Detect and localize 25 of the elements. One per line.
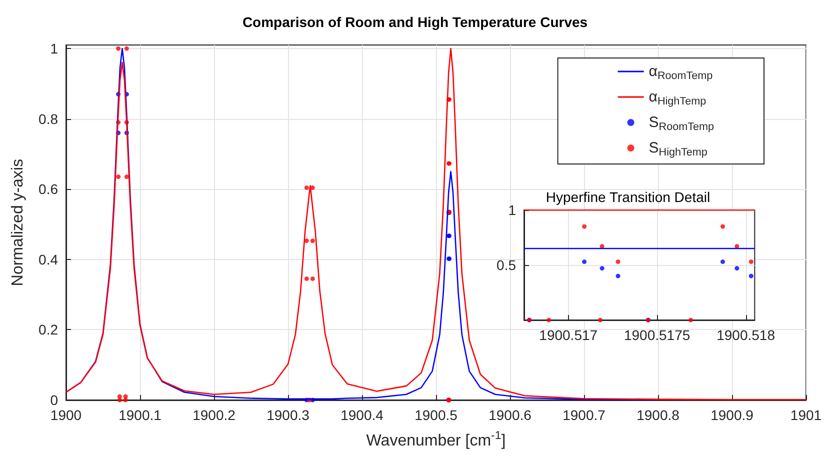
x-tick-label: 1900 (50, 407, 82, 423)
x-tick-label: 1901 (790, 407, 822, 423)
chart-title: Comparison of Room and High Temperature Curves (242, 14, 588, 30)
x-tick-label: 1900.7 (562, 407, 606, 423)
x-tick-label: 1900.518 (716, 327, 776, 343)
x-tick-label: 1900.6 (488, 407, 532, 423)
x-tick-label: 1900.8 (636, 407, 680, 423)
y-tick-label: 0.4 (38, 251, 58, 268)
x-tick-label: 1900.1 (118, 407, 162, 423)
y-tick-label: 1 (508, 202, 516, 218)
y-axis-title: Normalized y-axis (10, 158, 26, 286)
y-tick-label: 0.5 (496, 257, 516, 273)
x-tick-label: 1900.5 (414, 407, 458, 423)
y-tick-label: 0.2 (38, 322, 58, 338)
y-tick-label: 0.6 (38, 181, 58, 198)
x-tick-label: 1900.4 (340, 407, 384, 423)
y-tick-label: 1 (50, 40, 58, 57)
x-tick-label: 1900.517 (539, 327, 598, 343)
x-tick-label: 1900.5175 (624, 327, 690, 343)
x-tick-label: 1900.9 (710, 407, 754, 423)
y-tick-label: 0 (50, 392, 58, 408)
x-tick-label: 1900.3 (266, 407, 310, 423)
y-tick-label: 0.8 (38, 110, 58, 127)
chart-title: Hyperfine Transition Detail (546, 189, 710, 205)
x-tick-label: 1900.2 (192, 407, 236, 423)
